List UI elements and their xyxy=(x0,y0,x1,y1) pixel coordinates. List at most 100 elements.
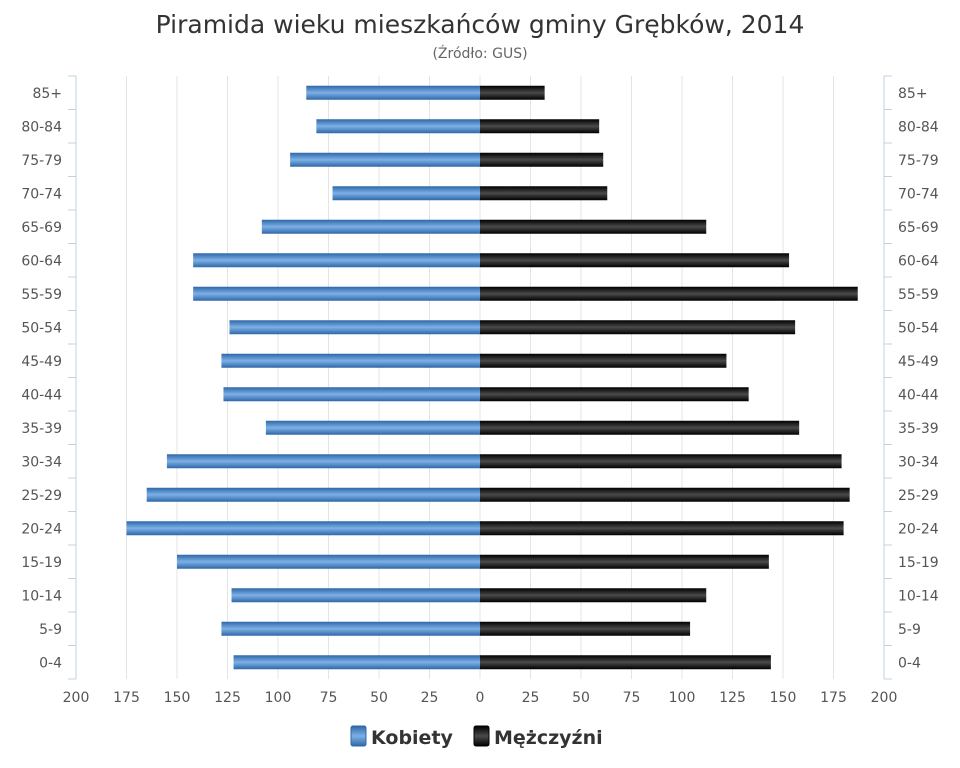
x-tick-label: 100 xyxy=(265,690,292,706)
x-tick-label: 175 xyxy=(113,690,140,706)
bar-kobiety[interactable] xyxy=(166,454,480,469)
legend-swatch-mezczyzni[interactable] xyxy=(473,725,490,747)
bar-mezczyzni[interactable] xyxy=(480,119,600,134)
x-tick-label: 75 xyxy=(623,690,641,706)
bar-kobiety[interactable] xyxy=(193,253,480,268)
right-category-label: 55-59 xyxy=(898,287,939,303)
bar-kobiety[interactable] xyxy=(316,119,480,134)
left-category-label: 5-9 xyxy=(39,622,62,638)
x-tick-label: 150 xyxy=(770,690,797,706)
bar-mezczyzni[interactable] xyxy=(480,387,749,402)
bar-mezczyzni[interactable] xyxy=(480,152,604,167)
right-category-label: 45-49 xyxy=(898,354,939,370)
x-tick-label: 175 xyxy=(820,690,847,706)
x-tick-label: 100 xyxy=(669,690,696,706)
bar-kobiety[interactable] xyxy=(221,621,480,636)
bar-mezczyzni[interactable] xyxy=(480,286,858,301)
right-category-axis: 0-4 5-9 10-14 15-19 20-24 25-29 30-34 35-39 40-4… xyxy=(883,75,939,680)
right-category-label: 75-79 xyxy=(898,153,939,169)
x-tick-label: 50 xyxy=(572,690,590,706)
left-category-label: 20-24 xyxy=(21,521,62,537)
bar-kobiety[interactable] xyxy=(193,286,480,301)
bar-kobiety[interactable] xyxy=(306,85,480,100)
legend-swatch-kobiety[interactable] xyxy=(350,725,367,747)
left-category-label: 60-64 xyxy=(21,253,62,269)
left-category-label: 45-49 xyxy=(21,354,62,370)
bar-kobiety[interactable] xyxy=(332,186,480,201)
chart-subtitle: (Źródło: GUS) xyxy=(432,44,527,62)
right-category-label: 30-34 xyxy=(898,454,939,470)
x-tick-label: 75 xyxy=(320,690,338,706)
legend: Kobiety Mężczyźni xyxy=(350,725,603,749)
right-category-label: 70-74 xyxy=(898,186,939,202)
left-category-label: 40-44 xyxy=(21,387,62,403)
right-category-label: 5-9 xyxy=(898,622,921,638)
bar-mezczyzni[interactable] xyxy=(480,420,800,435)
x-tick-label: 125 xyxy=(214,690,241,706)
x-axis-ticks: 200 175 150 125 100 75 50 25 0 25 50 75 100 125 150 175… xyxy=(63,690,898,706)
right-category-label: 15-19 xyxy=(898,555,939,571)
left-category-label: 55-59 xyxy=(21,287,62,303)
bar-mezczyzni[interactable] xyxy=(480,253,790,268)
left-category-label: 35-39 xyxy=(21,421,62,437)
bar-kobiety[interactable] xyxy=(229,320,480,335)
bar-mezczyzni[interactable] xyxy=(480,521,844,536)
bar-mezczyzni[interactable] xyxy=(480,320,796,335)
bar-kobiety[interactable] xyxy=(146,487,480,502)
bar-kobiety[interactable] xyxy=(290,152,480,167)
right-category-label: 40-44 xyxy=(898,387,939,403)
x-tick-label: 125 xyxy=(719,690,746,706)
bar-kobiety[interactable] xyxy=(221,353,480,368)
x-tick-label: 50 xyxy=(370,690,388,706)
left-category-label: 25-29 xyxy=(21,488,62,504)
chart-title: Piramida wieku mieszkańców gminy Grębków… xyxy=(156,10,805,39)
bar-kobiety[interactable] xyxy=(265,420,480,435)
bar-mezczyzni[interactable] xyxy=(480,588,707,603)
right-category-label: 65-69 xyxy=(898,220,939,236)
bar-kobiety[interactable] xyxy=(261,219,480,234)
left-category-label: 80-84 xyxy=(21,119,62,135)
left-category-label: 75-79 xyxy=(21,153,62,169)
x-tick-label: 200 xyxy=(871,690,898,706)
bar-mezczyzni[interactable] xyxy=(480,655,771,670)
x-tick-label: 25 xyxy=(421,690,439,706)
bars xyxy=(126,85,858,670)
bar-mezczyzni[interactable] xyxy=(480,487,850,502)
bar-mezczyzni[interactable] xyxy=(480,454,842,469)
bar-mezczyzni[interactable] xyxy=(480,353,727,368)
right-category-label: 25-29 xyxy=(898,488,939,504)
right-category-label: 60-64 xyxy=(898,253,939,269)
right-category-label: 10-14 xyxy=(898,588,939,604)
left-category-axis: 0-4 5-9 10-14 15-19 20-24 25-29 30-34 35-39 40-4… xyxy=(21,75,77,680)
bar-kobiety[interactable] xyxy=(177,554,480,569)
legend-label-mezczyzni[interactable]: Mężczyźni xyxy=(494,727,603,749)
x-tick-label: 200 xyxy=(63,690,90,706)
left-category-label: 70-74 xyxy=(21,186,62,202)
x-tick-label: 0 xyxy=(476,690,485,706)
bar-kobiety[interactable] xyxy=(233,655,480,670)
right-category-label: 50-54 xyxy=(898,320,939,336)
right-category-label: 20-24 xyxy=(898,521,939,537)
left-category-label: 30-34 xyxy=(21,454,62,470)
bar-mezczyzni[interactable] xyxy=(480,219,707,234)
bar-kobiety[interactable] xyxy=(223,387,480,402)
right-category-label: 0-4 xyxy=(898,655,921,671)
left-category-label: 50-54 xyxy=(21,320,62,336)
bar-mezczyzni[interactable] xyxy=(480,621,691,636)
bar-mezczyzni[interactable] xyxy=(480,186,608,201)
right-category-label: 80-84 xyxy=(898,119,939,135)
x-tick-label: 25 xyxy=(522,690,540,706)
right-category-label: 85+ xyxy=(898,86,928,102)
left-category-label: 85+ xyxy=(32,86,62,102)
left-category-label: 65-69 xyxy=(21,220,62,236)
right-category-label: 35-39 xyxy=(898,421,939,437)
left-category-label: 0-4 xyxy=(39,655,62,671)
bar-mezczyzni[interactable] xyxy=(480,554,769,569)
bar-mezczyzni[interactable] xyxy=(480,85,545,100)
bar-kobiety[interactable] xyxy=(231,588,480,603)
x-tick-label: 150 xyxy=(164,690,191,706)
left-category-label: 10-14 xyxy=(21,588,62,604)
legend-label-kobiety[interactable]: Kobiety xyxy=(371,727,454,749)
bar-kobiety[interactable] xyxy=(126,521,481,536)
